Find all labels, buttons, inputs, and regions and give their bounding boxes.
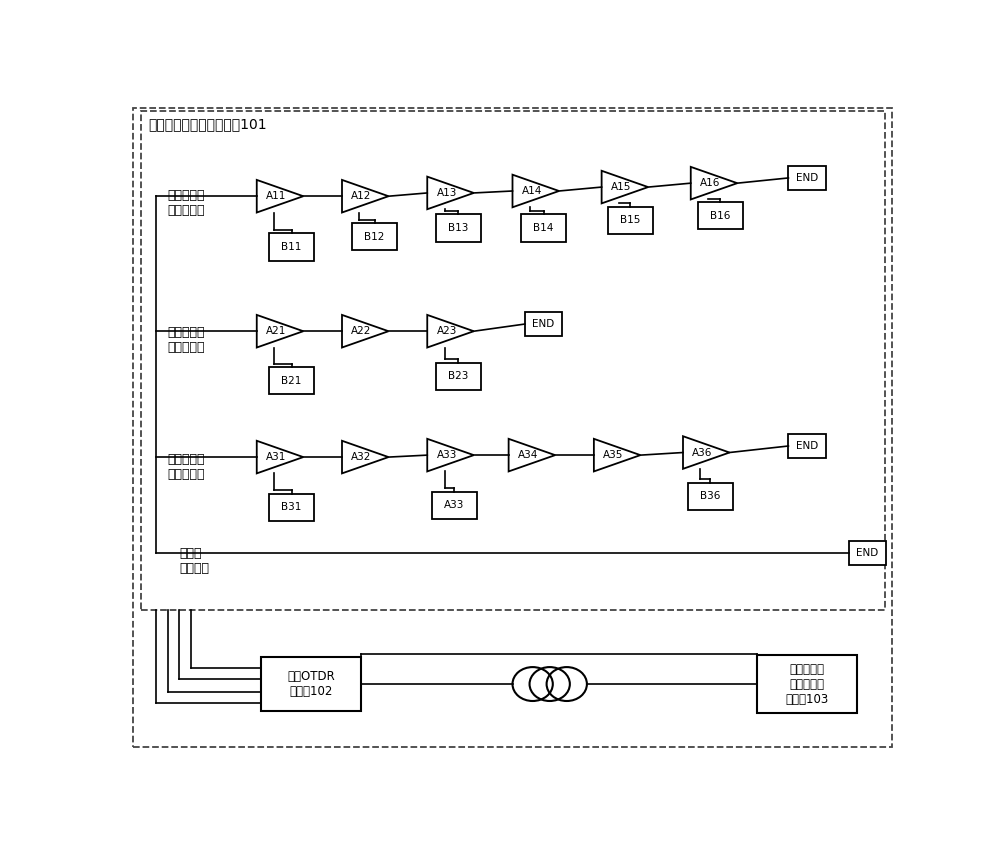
Bar [608, 207, 653, 234]
Text: B14: B14 [533, 223, 554, 233]
Bar [788, 434, 826, 458]
Text: B16: B16 [710, 211, 730, 221]
Bar [269, 367, 314, 395]
Text: B36: B36 [700, 491, 720, 501]
Text: A36: A36 [692, 447, 713, 457]
Text: END: END [532, 319, 555, 329]
Text: B12: B12 [364, 231, 385, 241]
Bar [849, 540, 886, 565]
Text: 第四路
单根光纤: 第四路 单根光纤 [179, 547, 209, 575]
Bar [525, 312, 562, 336]
Text: A12: A12 [351, 191, 372, 202]
Text: A33: A33 [436, 450, 457, 460]
Polygon shape [602, 171, 648, 203]
Text: END: END [796, 173, 818, 183]
Text: B15: B15 [620, 215, 640, 225]
Text: 第三路六级
无源光网络: 第三路六级 无源光网络 [168, 453, 205, 481]
Bar [432, 491, 477, 519]
Text: B13: B13 [448, 223, 468, 233]
Text: END: END [796, 441, 818, 451]
Polygon shape [594, 439, 640, 472]
Text: 被测多路多级无源光网络101: 被测多路多级无源光网络101 [148, 118, 267, 131]
Polygon shape [691, 167, 737, 199]
Bar [436, 363, 481, 390]
Polygon shape [427, 315, 474, 347]
Text: 多路多级无
源光网络监
测系统103: 多路多级无 源光网络监 测系统103 [785, 662, 829, 706]
Text: A35: A35 [603, 450, 623, 460]
Text: A15: A15 [611, 182, 631, 192]
Text: B11: B11 [281, 242, 302, 252]
Text: B31: B31 [281, 502, 302, 512]
Text: B21: B21 [281, 376, 302, 385]
Polygon shape [683, 436, 730, 469]
Text: A32: A32 [351, 452, 372, 462]
Text: A22: A22 [351, 326, 372, 336]
Bar [269, 494, 314, 521]
Polygon shape [257, 180, 303, 213]
Text: 第二路三级
无源光网络: 第二路三级 无源光网络 [168, 326, 205, 354]
Bar [757, 655, 857, 713]
Bar [521, 214, 566, 242]
Bar [788, 165, 826, 191]
Text: B23: B23 [448, 371, 468, 381]
Text: 第一路六级
无源光网络: 第一路六级 无源光网络 [168, 189, 205, 217]
Polygon shape [342, 315, 388, 347]
Text: A34: A34 [518, 450, 538, 460]
Text: A14: A14 [522, 186, 542, 196]
Bar [140, 112, 885, 611]
Bar [261, 657, 361, 711]
Polygon shape [427, 177, 474, 209]
Bar [698, 202, 743, 230]
Text: END: END [856, 548, 879, 558]
Text: 远程OTDR
下位机102: 远程OTDR 下位机102 [287, 670, 335, 698]
Text: A21: A21 [266, 326, 286, 336]
Polygon shape [509, 439, 555, 472]
Text: A31: A31 [266, 452, 286, 462]
Polygon shape [257, 440, 303, 473]
Text: A13: A13 [436, 188, 457, 198]
Polygon shape [342, 180, 388, 213]
Polygon shape [427, 439, 474, 472]
Bar [436, 214, 481, 242]
Bar [688, 483, 733, 510]
Text: A23: A23 [436, 326, 457, 336]
Text: A33: A33 [444, 501, 465, 511]
Bar [352, 223, 397, 251]
Bar [269, 234, 314, 261]
Text: A11: A11 [266, 191, 286, 202]
Polygon shape [257, 315, 303, 347]
Polygon shape [342, 440, 388, 473]
Text: A16: A16 [700, 178, 720, 188]
Polygon shape [512, 174, 559, 208]
